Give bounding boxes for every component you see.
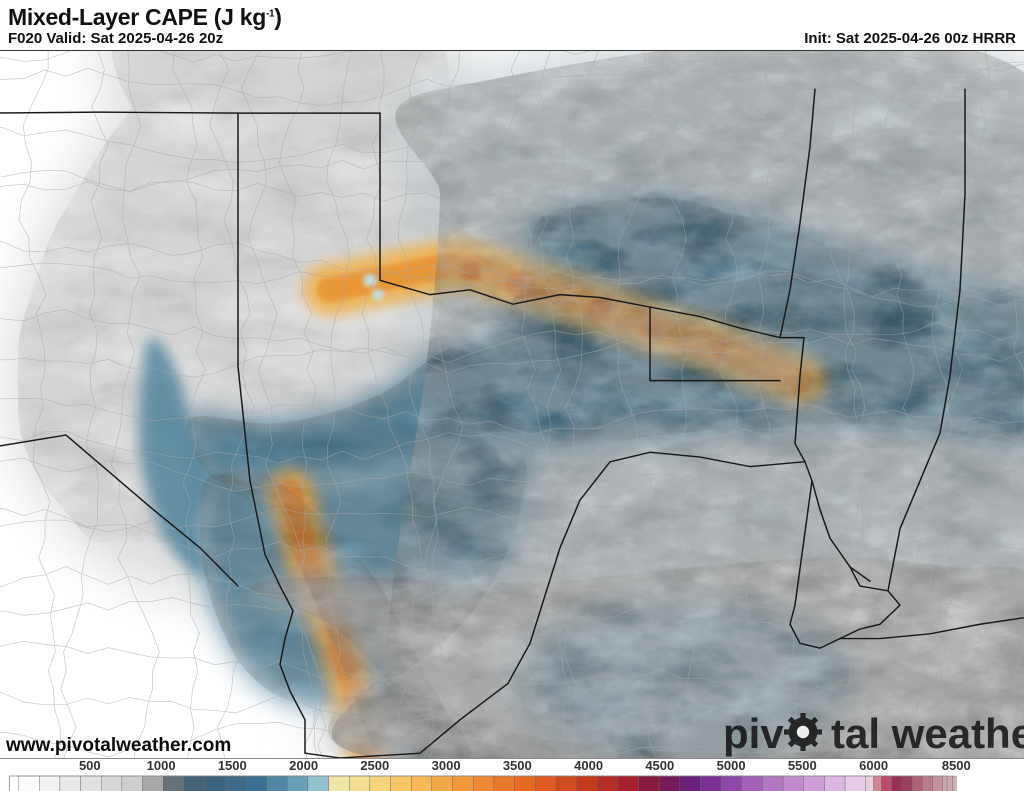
svg-text:500: 500 (79, 759, 101, 773)
svg-text:www.pivotalweather.com: www.pivotalweather.com (5, 735, 231, 756)
svg-text:3000: 3000 (432, 759, 461, 773)
svg-text:5500: 5500 (788, 759, 817, 773)
svg-text:5000: 5000 (717, 759, 746, 773)
svg-text:6000: 6000 (859, 759, 888, 773)
svg-text:4000: 4000 (574, 759, 603, 773)
svg-text:1500: 1500 (218, 759, 247, 773)
svg-text:8500: 8500 (942, 759, 971, 773)
svg-text:3500: 3500 (503, 759, 532, 773)
svg-text:1000: 1000 (147, 759, 176, 773)
svg-text:2500: 2500 (360, 759, 389, 773)
svg-text:2000: 2000 (289, 759, 318, 773)
svg-text:4500: 4500 (645, 759, 674, 773)
svg-text:piv: piv (723, 710, 784, 757)
svg-text:tal weather: tal weather (831, 710, 1024, 757)
